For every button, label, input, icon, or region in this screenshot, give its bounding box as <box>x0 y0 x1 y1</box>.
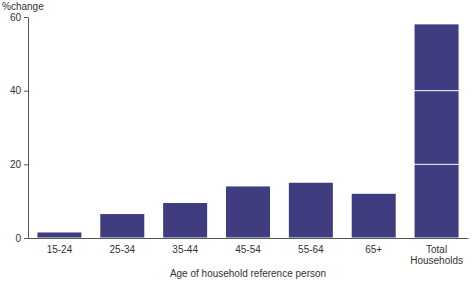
x-axis-line <box>29 238 469 239</box>
x-tick-label: TotalHouseholds <box>410 244 463 266</box>
x-tick: 15-24 <box>47 238 73 255</box>
y-axis-line <box>28 18 29 239</box>
x-tick-label: 55-64 <box>298 244 324 255</box>
x-tick: 35-44 <box>172 238 198 255</box>
grid-line <box>28 17 468 18</box>
y-tick-label: 20 <box>10 159 22 170</box>
chart: 0 20 40 60 15-24 25-34 35-44 45-54 55-64 65+ Total… <box>0 0 472 283</box>
y-tick-label: 40 <box>10 85 22 96</box>
x-tick-label-line: Households <box>410 255 463 266</box>
y-tick-label: 0 <box>15 233 21 244</box>
y-axis-title: %change <box>2 1 44 12</box>
grid-line <box>28 238 468 239</box>
x-axis-title: Age of household reference person <box>170 268 326 279</box>
y-tick: 40 <box>10 85 28 96</box>
y-tick: 0 <box>15 233 28 244</box>
x-tick-label: 25-34 <box>109 244 135 255</box>
grid-line <box>28 164 468 165</box>
y-tick-mark <box>24 238 28 239</box>
bar <box>163 203 207 238</box>
bar <box>37 232 81 238</box>
y-tick: 20 <box>10 159 28 170</box>
bar <box>289 183 333 238</box>
bar <box>415 24 459 238</box>
bar <box>352 194 396 238</box>
x-tick: 25-34 <box>109 238 135 255</box>
x-tick-label: 65+ <box>365 244 382 255</box>
x-axis: 15-24 25-34 35-44 45-54 55-64 65+ TotalHouseho… <box>29 238 469 266</box>
x-tick: 55-64 <box>298 238 324 255</box>
y-axis: 0 20 40 60 <box>10 12 29 244</box>
x-tick: 45-54 <box>235 238 261 255</box>
x-tick: 65+ <box>365 238 382 255</box>
x-tick-label-line: Total <box>426 244 447 255</box>
x-tick: TotalHouseholds <box>410 238 463 266</box>
grid-line <box>28 90 468 91</box>
x-tick-label: 45-54 <box>235 244 261 255</box>
bar <box>100 214 144 238</box>
y-tick-mark <box>24 17 28 18</box>
y-tick-label: 60 <box>10 12 22 23</box>
y-tick-mark <box>24 164 28 165</box>
plot-area <box>28 17 468 238</box>
x-tick-label: 35-44 <box>172 244 198 255</box>
y-tick: 60 <box>10 12 28 23</box>
x-tick-label: 15-24 <box>47 244 73 255</box>
y-tick-mark <box>24 91 28 92</box>
bar <box>226 186 270 238</box>
